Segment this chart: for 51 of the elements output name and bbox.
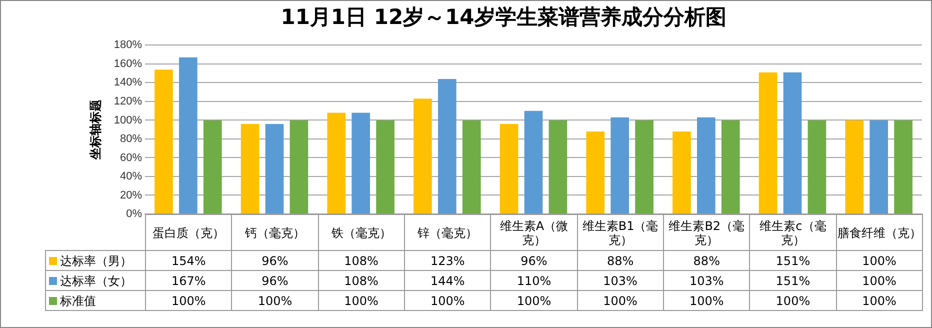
data-label: 144%: [404, 270, 491, 290]
data-label: 100%: [750, 290, 836, 310]
data-label: 100%: [404, 290, 491, 310]
x-tick-label: 锌（毫克）: [404, 214, 491, 250]
x-tick-label: 维生素c（毫克）: [750, 214, 836, 250]
x-tick-label: 维生素B2（毫克）: [663, 214, 750, 250]
data-label: 100%: [577, 290, 664, 310]
data-label: 167%: [146, 270, 232, 290]
data-label: 100%: [490, 290, 578, 310]
data-label: 108%: [318, 250, 404, 270]
data-label: 123%: [404, 250, 491, 270]
x-tick-label: 维生素A（微克）: [490, 214, 578, 250]
y-tick-label: 60%: [120, 152, 142, 164]
data-label: 151%: [750, 250, 836, 270]
data-label: 103%: [663, 270, 750, 290]
data-label: 103%: [577, 270, 664, 290]
y-tick-label: 160%: [114, 58, 142, 70]
x-tick-label: 钙（毫克）: [232, 214, 318, 250]
legend-label: 标准值: [46, 290, 146, 310]
data-label: 96%: [232, 250, 318, 270]
data-label: 88%: [663, 250, 750, 270]
data-label: 100%: [836, 250, 922, 270]
x-tick-label: 维生素B1（毫克）: [577, 214, 664, 250]
y-tick-label: 100%: [114, 114, 142, 126]
data-label: 100%: [836, 270, 922, 290]
data-label: 100%: [663, 290, 750, 310]
data-label: 151%: [750, 270, 836, 290]
data-label: 100%: [318, 290, 404, 310]
data-label: 154%: [146, 250, 232, 270]
y-tick-label: 20%: [120, 189, 142, 202]
y-tick-label: 0%: [126, 208, 142, 220]
legend-label: 达标率（女）: [46, 270, 146, 290]
chart-title: 11月1日 12岁～14岁学生菜谱营养成分分析图: [280, 5, 726, 30]
data-label: 96%: [490, 250, 578, 270]
data-label: 96%: [232, 270, 318, 290]
data-label: 100%: [836, 290, 922, 310]
x-tick-label: 膳食纤维（克）: [836, 214, 922, 250]
legend-label: 达标率（男）: [46, 250, 146, 270]
data-label: 88%: [577, 250, 664, 270]
y-tick-label: 40%: [120, 170, 142, 183]
y-tick-label: 120%: [114, 96, 142, 108]
y-tick-label: 180%: [114, 39, 142, 52]
data-label: 108%: [318, 270, 404, 290]
data-label: 110%: [490, 270, 578, 290]
data-label: 100%: [146, 290, 232, 310]
y-tick-label: 80%: [120, 133, 142, 146]
x-tick-label: 铁（毫克）: [318, 214, 404, 250]
x-tick-label: 蛋白质（克）: [146, 214, 232, 250]
y-tick-label: 140%: [114, 76, 142, 89]
data-label: 100%: [232, 290, 318, 310]
y-axis-title: 坐标轴标题: [88, 100, 103, 161]
